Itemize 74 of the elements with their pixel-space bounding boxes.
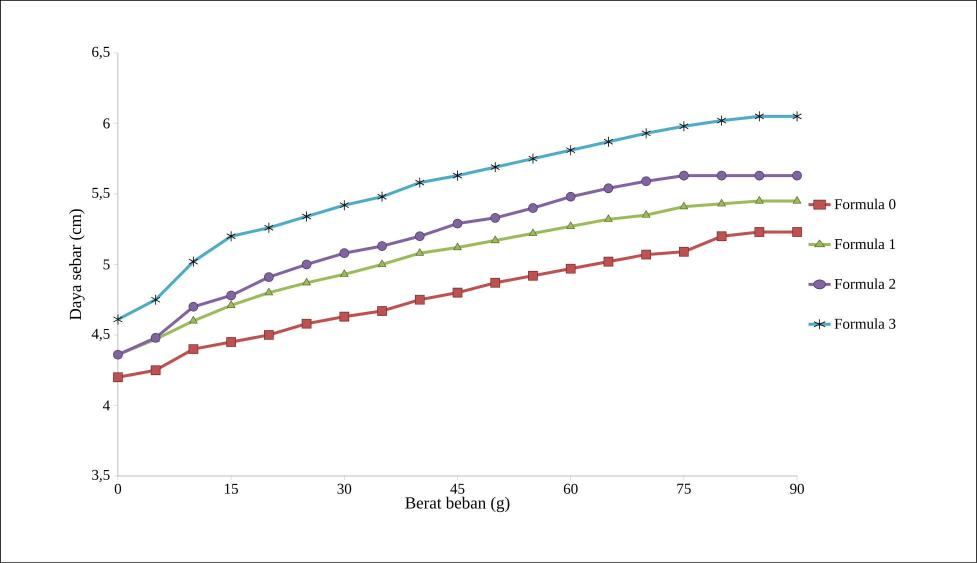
point xyxy=(113,350,123,360)
point xyxy=(226,337,236,347)
point xyxy=(150,365,161,376)
point xyxy=(452,218,462,228)
legend-label: Formula 1 xyxy=(834,238,896,250)
point xyxy=(264,272,274,282)
point xyxy=(302,260,312,270)
y-tick-label: 6 xyxy=(103,118,110,128)
x-tick-label: 30 xyxy=(338,484,352,494)
x-tick-label: 0 xyxy=(114,484,122,494)
y-tick-label: 5 xyxy=(104,260,110,270)
point xyxy=(716,170,726,180)
point xyxy=(642,210,650,218)
point xyxy=(604,256,614,267)
point xyxy=(792,170,802,180)
point xyxy=(414,294,425,305)
point xyxy=(226,290,236,300)
point xyxy=(188,302,198,312)
point xyxy=(226,300,236,308)
point xyxy=(679,170,689,180)
point xyxy=(641,176,651,186)
legend-label: Formula 3 xyxy=(834,318,896,329)
point xyxy=(264,288,274,296)
point xyxy=(302,278,311,286)
point xyxy=(754,170,764,180)
y-axis-title: Daya sebar (cm) xyxy=(69,209,85,320)
y-tick-label: 5,5 xyxy=(92,188,110,200)
y-tick-label: 6,5 xyxy=(92,46,110,60)
point xyxy=(680,202,688,210)
point xyxy=(188,344,198,354)
point xyxy=(340,270,349,277)
point xyxy=(604,183,614,194)
point xyxy=(566,264,576,274)
x-tick-label: 60 xyxy=(564,484,578,494)
x-tick-label: 90 xyxy=(790,484,804,494)
point xyxy=(792,227,802,237)
point xyxy=(339,248,350,258)
point xyxy=(717,198,726,206)
point xyxy=(113,372,123,382)
point xyxy=(604,214,613,222)
point xyxy=(754,227,764,237)
point xyxy=(528,203,538,213)
point xyxy=(490,213,500,223)
point xyxy=(792,196,802,204)
point xyxy=(528,228,538,236)
x-tick-label: 75 xyxy=(677,484,691,494)
x-tick-label: 15 xyxy=(224,484,238,494)
legend-label: Formula 2 xyxy=(834,278,896,289)
y-tick-label: 4 xyxy=(102,400,110,410)
point xyxy=(566,192,576,202)
point xyxy=(490,278,500,288)
point xyxy=(566,222,575,230)
point xyxy=(377,306,387,316)
point xyxy=(716,231,726,242)
point xyxy=(414,231,425,242)
point xyxy=(377,241,387,252)
y-tick-label: 4,5 xyxy=(92,328,110,342)
point xyxy=(641,250,651,260)
x-tick-label: 45 xyxy=(450,484,464,494)
point xyxy=(490,236,500,244)
point xyxy=(189,316,198,324)
point xyxy=(755,196,764,204)
point xyxy=(416,248,424,256)
point xyxy=(453,242,462,250)
point xyxy=(452,288,462,298)
y-tick-label: 3,5 xyxy=(92,470,110,482)
point xyxy=(378,260,386,268)
legend-label: Formula 0 xyxy=(834,198,896,210)
point xyxy=(528,270,538,281)
point xyxy=(302,318,312,329)
point xyxy=(339,312,350,322)
x-axis-title: Berat beban (g) xyxy=(405,496,510,512)
point xyxy=(679,246,689,257)
point xyxy=(264,330,274,340)
